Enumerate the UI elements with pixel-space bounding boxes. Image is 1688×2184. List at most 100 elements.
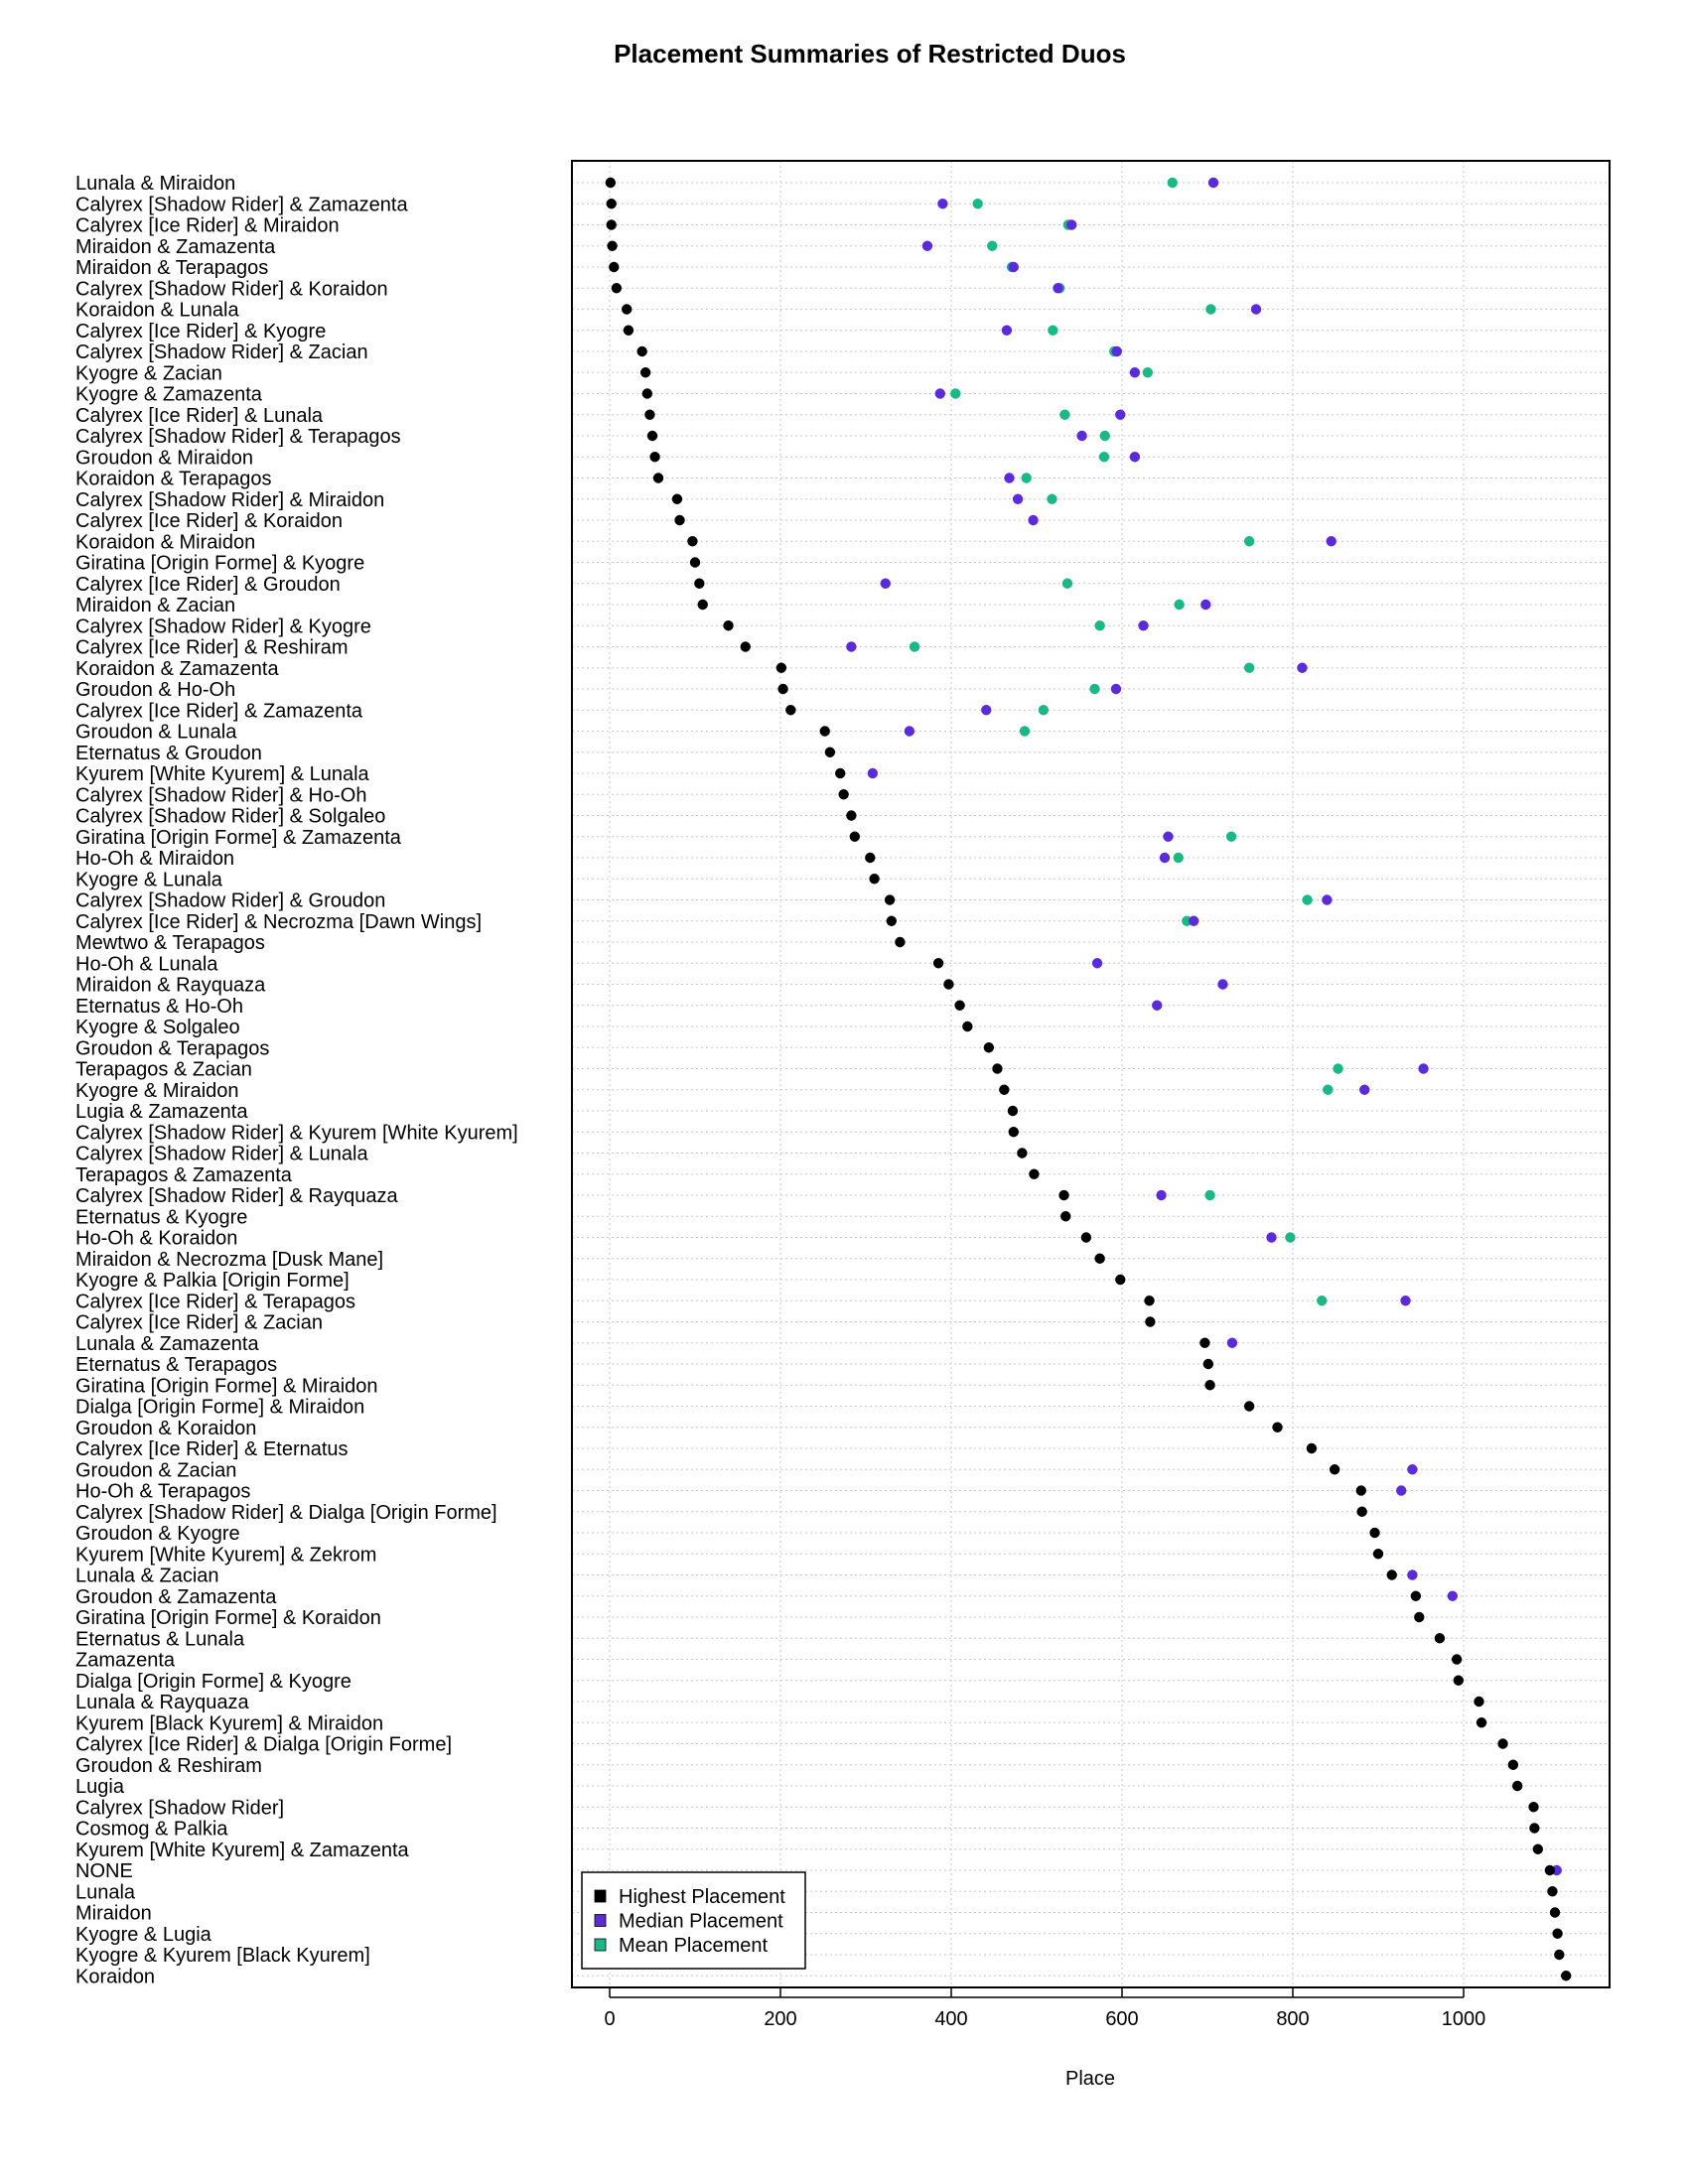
category-label: Lunala & Rayquaza — [75, 1692, 249, 1713]
highest-placement-point — [1552, 1928, 1563, 1939]
highest-placement-point — [1528, 1802, 1539, 1813]
mean-placement-point — [1047, 493, 1057, 504]
median-placement-point — [1028, 514, 1039, 526]
category-label: Calyrex [Shadow Rider] & Terapagos — [75, 426, 401, 448]
category-label: Miraidon — [75, 1903, 152, 1925]
highest-placement-point — [671, 493, 683, 504]
highest-placement-point — [1094, 1253, 1105, 1264]
highest-placement-point — [1058, 1189, 1069, 1201]
median-placement-point — [867, 767, 879, 779]
mean-placement-point — [909, 641, 920, 652]
highest-placement-point — [1306, 1442, 1318, 1454]
mean-placement-point — [1059, 409, 1070, 420]
category-label: Groudon & Kyogre — [75, 1523, 240, 1545]
data-points — [605, 177, 1572, 1981]
category-label: Kyogre & Kyurem [Black Kyurem] — [75, 1945, 370, 1967]
highest-placement-point — [1204, 1380, 1215, 1391]
category-label: Dialga [Origin Forme] & Kyogre — [75, 1671, 352, 1693]
median-placement-point — [1266, 1232, 1277, 1243]
mean-placement-point — [1285, 1232, 1296, 1243]
median-placement-point — [1004, 473, 1015, 483]
category-label: Eternatus & Groudon — [75, 743, 262, 764]
category-label: Calyrex [Shadow Rider] — [75, 1797, 284, 1819]
category-label: Giratina [Origin Forme] & Miraidon — [75, 1375, 378, 1397]
category-label: Dialga [Origin Forme] & Miraidon — [75, 1397, 364, 1419]
category-label: Koraidon & Lunala — [75, 300, 239, 322]
category-label: Calyrex [Ice Rider] & Eternatus — [75, 1438, 349, 1460]
category-label: Calyrex [Ice Rider] & Zamazenta — [75, 700, 363, 722]
mean-placement-point — [1048, 325, 1058, 336]
highest-placement-point — [962, 1021, 973, 1032]
median-placement-point — [1189, 915, 1199, 926]
highest-placement-point — [785, 705, 796, 716]
category-label: Kyurem [White Kyurem] & Zamazenta — [75, 1840, 410, 1861]
highest-placement-point — [607, 240, 618, 251]
highest-placement-point — [992, 1063, 1003, 1074]
highest-placement-point — [639, 367, 651, 378]
highest-placement-point — [1080, 1232, 1092, 1243]
mean-placement-point — [1243, 662, 1255, 673]
mean-placement-point — [1061, 578, 1073, 589]
category-label: Miraidon & Zacian — [75, 595, 235, 616]
legend-median-label: Median Placement — [619, 1911, 783, 1933]
category-label: Miraidon & Rayquaza — [75, 975, 266, 997]
highest-placement-point — [636, 345, 647, 357]
category-label: Calyrex [Ice Rider] & Terapagos — [75, 1291, 355, 1312]
median-placement-point — [981, 705, 992, 716]
median-placement-point — [1407, 1570, 1418, 1580]
category-label: Calyrex [Shadow Rider] & Zamazenta — [75, 194, 408, 215]
highest-placement-point — [1243, 1401, 1255, 1412]
category-label: Kyurem [White Kyurem] & Zekrom — [75, 1544, 376, 1566]
highest-placement-point — [932, 958, 944, 969]
highest-placement-point — [1017, 1148, 1028, 1159]
category-label: Miraidon & Necrozma [Dusk Mane] — [75, 1249, 383, 1271]
mean-placement-point — [950, 388, 961, 399]
highest-placement-point — [723, 620, 734, 631]
median-placement-point — [1053, 283, 1063, 294]
category-label: Lunala — [75, 1881, 136, 1903]
highest-placement-point — [1476, 1717, 1487, 1728]
median-placement-point — [934, 388, 946, 399]
highest-placement-point — [1372, 1549, 1384, 1560]
category-label: Calyrex [Shadow Rider] & Ho-Oh — [75, 784, 366, 806]
median-placement-point — [1447, 1590, 1459, 1601]
highest-placement-point — [999, 1084, 1010, 1095]
median-placement-point — [1076, 430, 1087, 442]
highest-placement-point — [1554, 1949, 1565, 1961]
category-label: Giratina [Origin Forme] & Koraidon — [75, 1607, 381, 1629]
highest-placement-point — [646, 430, 658, 442]
category-label: Lunala & Zamazenta — [75, 1333, 259, 1355]
category-label: Kyogre & Zacian — [75, 362, 222, 384]
highest-placement-point — [1497, 1738, 1508, 1749]
x-tick-label: 600 — [1105, 2008, 1138, 2030]
mean-placement-point — [972, 199, 983, 209]
median-placement-point — [1250, 304, 1262, 315]
highest-placement-point — [1145, 1316, 1156, 1327]
category-label: Calyrex [Shadow Rider] & Miraidon — [75, 489, 384, 511]
category-label: Calyrex [Shadow Rider] & Rayquaza — [75, 1185, 398, 1207]
category-label: Giratina [Origin Forme] & Kyogre — [75, 553, 364, 575]
highest-placement-point — [1511, 1780, 1523, 1792]
median-placement-point — [1217, 979, 1228, 990]
median-placement-point — [1129, 367, 1141, 378]
category-label: Eternatus & Ho-Oh — [75, 996, 243, 1018]
highest-placement-point — [606, 219, 617, 230]
highest-placement-point — [649, 452, 660, 463]
mean-placement-point — [1317, 1296, 1328, 1306]
mean-placement-point — [1243, 536, 1255, 547]
category-label: Terapagos & Zamazenta — [75, 1164, 293, 1186]
category-label: Calyrex [Ice Rider] & Lunala — [75, 405, 324, 427]
highest-placement-point — [884, 894, 896, 905]
median-placement-point — [1326, 536, 1336, 547]
category-label: Terapagos & Zacian — [75, 1059, 252, 1081]
highest-placement-point — [606, 199, 617, 209]
x-tick-label: 800 — [1276, 2008, 1309, 2030]
category-label: Lugia — [75, 1776, 125, 1798]
category-label: Calyrex [Shadow Rider] & Zacian — [75, 341, 368, 363]
category-label: Calyrex [Shadow Rider] & Kyurem [White K… — [75, 1122, 518, 1144]
mean-placement-point — [1302, 894, 1313, 905]
category-label: Groudon & Miraidon — [75, 447, 253, 469]
highest-placement-point — [687, 536, 698, 547]
mean-placement-point — [1174, 599, 1185, 611]
category-label: Groudon & Koraidon — [75, 1418, 256, 1439]
